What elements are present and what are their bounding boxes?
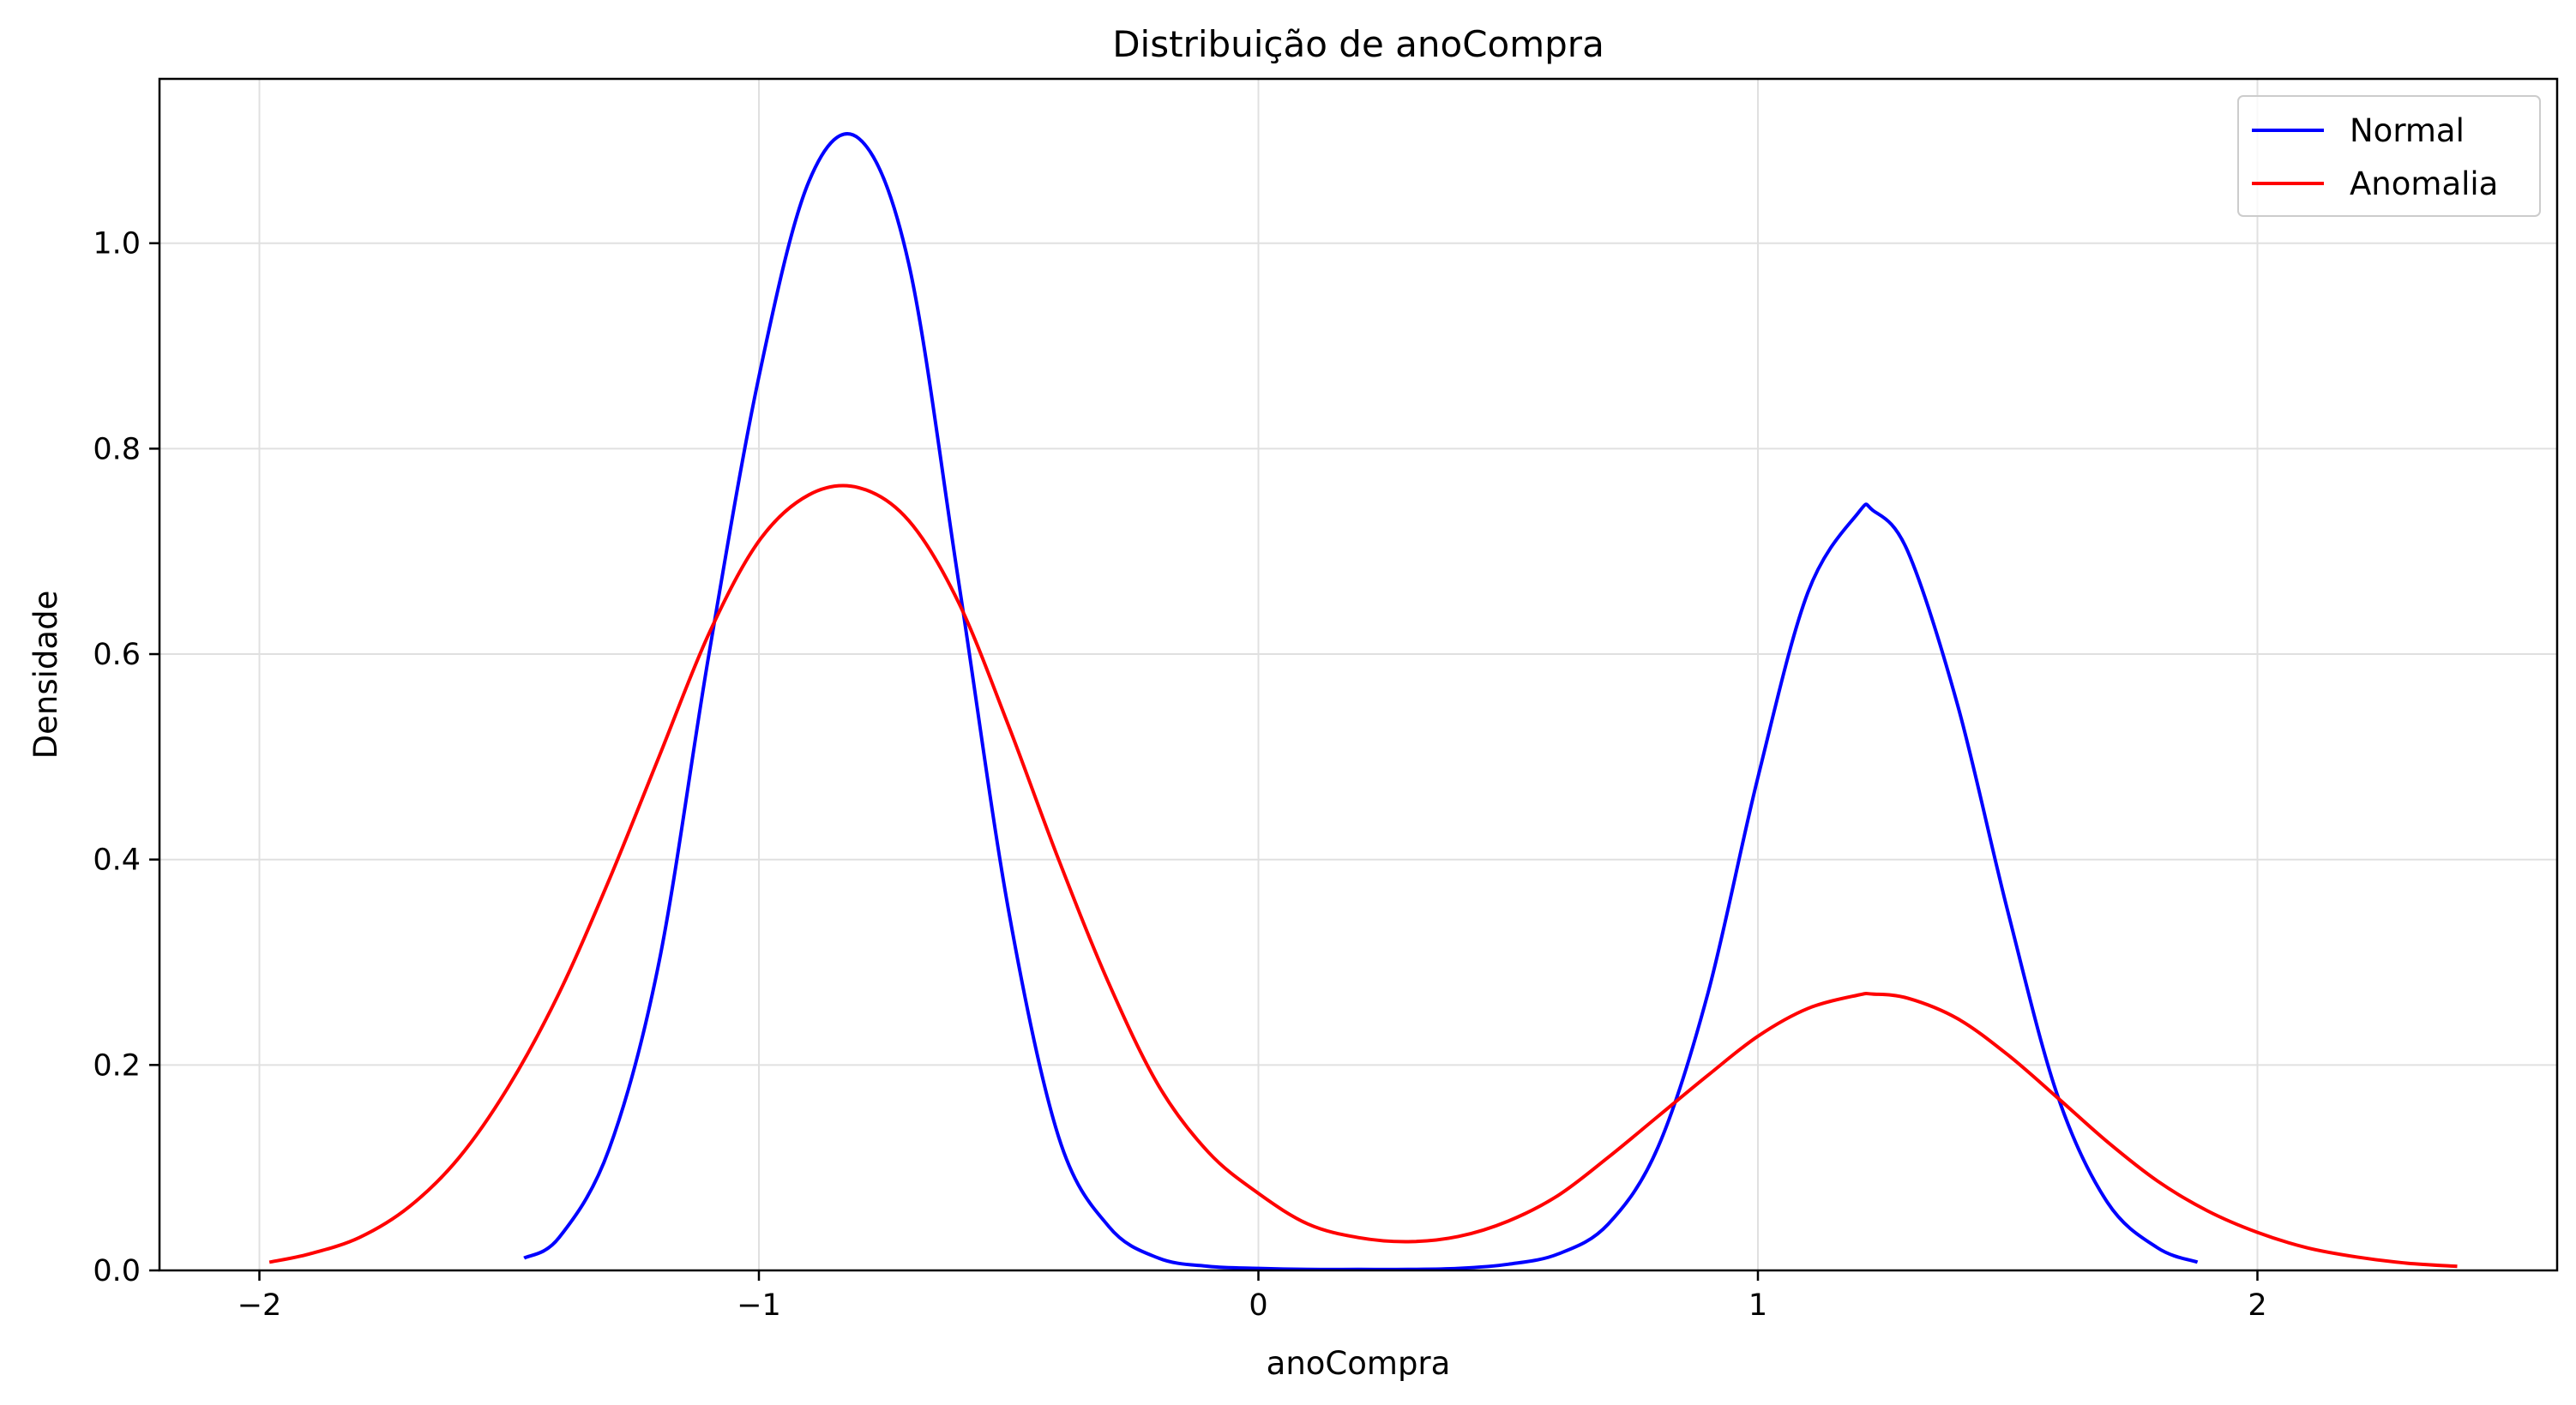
x-tick-label: −2: [238, 1288, 282, 1323]
y-tick-label: 0.8: [93, 432, 141, 466]
x-tick-label: 1: [1748, 1288, 1767, 1323]
y-tick-label: 1.0: [93, 227, 141, 261]
legend-label-normal: Normal: [2350, 112, 2465, 149]
series-line-anomalia: [268, 483, 2458, 1269]
x-tick-label: 2: [2248, 1288, 2266, 1323]
legend: Normal Anomalia: [2237, 95, 2541, 217]
y-tick-label: 0.4: [93, 844, 141, 878]
x-axis-label: anoCompra: [1267, 1345, 1451, 1382]
axis-ticks: −2 −1 0 1 2 0.0 0.2 0.4 0.6 0.8 1.0: [93, 227, 2266, 1323]
x-tick-label: 0: [1249, 1288, 1267, 1323]
y-tick-label: 0.2: [93, 1048, 141, 1083]
legend-box: [2237, 95, 2541, 217]
plot-frame: [158, 77, 2559, 1272]
y-tick-label: 0.6: [93, 638, 141, 672]
x-tick-label: −1: [737, 1288, 781, 1323]
y-axis-label: Densidade: [27, 591, 64, 760]
y-tick-label: 0.0: [93, 1254, 141, 1288]
legend-label-anomalia: Anomalia: [2350, 165, 2498, 202]
chart-title: Distribuição de anoCompra: [1112, 23, 1604, 65]
